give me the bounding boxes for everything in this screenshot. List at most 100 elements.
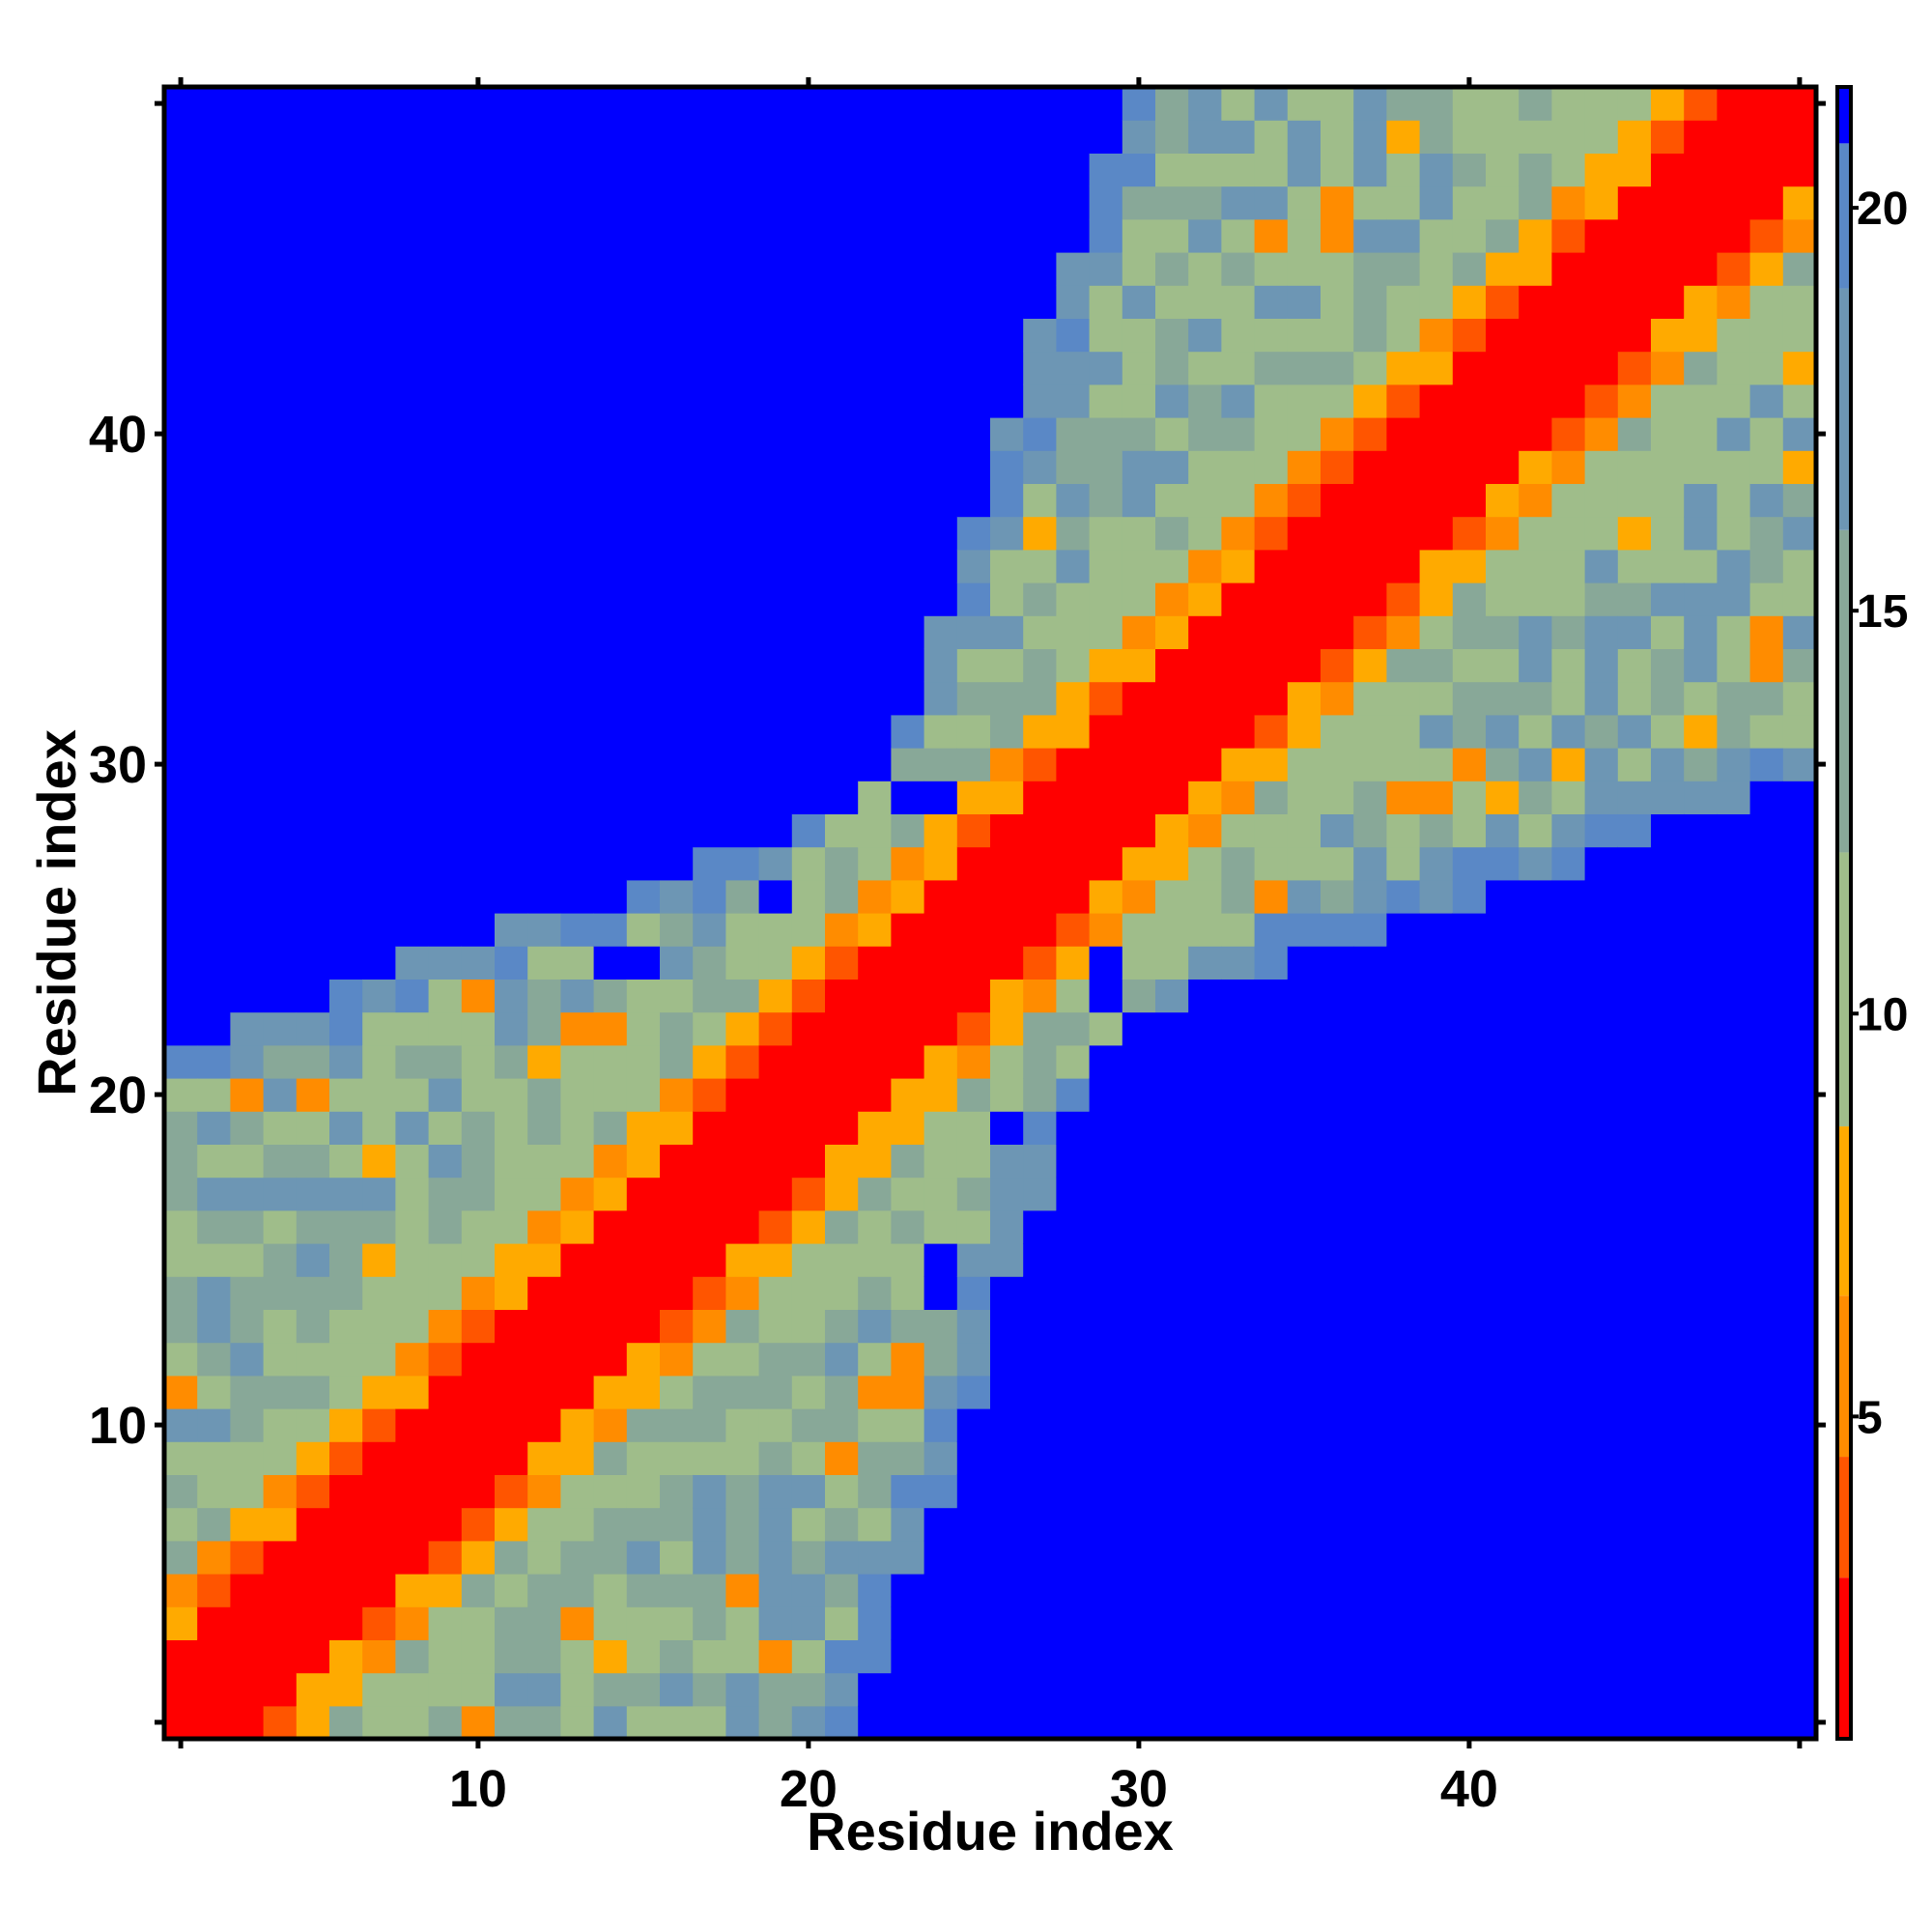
heatmap-cell — [1584, 1011, 1619, 1046]
heatmap-cell — [1782, 1276, 1817, 1310]
heatmap-cell — [560, 946, 595, 980]
heatmap-cell — [791, 1474, 826, 1509]
plot-frame — [161, 84, 1819, 1742]
heatmap-cell — [1287, 549, 1321, 583]
heatmap-cell — [1519, 846, 1552, 881]
heatmap-cell — [858, 1044, 892, 1079]
heatmap-cell — [197, 1507, 231, 1542]
heatmap-cell — [1023, 1408, 1057, 1442]
heatmap-cell — [1221, 1078, 1256, 1112]
heatmap-cell — [891, 748, 925, 781]
heatmap-cell — [1188, 351, 1222, 385]
heatmap-cell — [1188, 252, 1222, 286]
heatmap-cell — [1651, 1540, 1685, 1575]
heatmap-cell — [1584, 846, 1619, 881]
heatmap-cell — [1584, 153, 1619, 187]
heatmap-cell — [1155, 1243, 1189, 1277]
heatmap-cell — [1617, 1574, 1652, 1607]
heatmap-cell — [1221, 1639, 1256, 1674]
heatmap-cell — [758, 681, 793, 716]
heatmap-cell — [1651, 714, 1685, 749]
heatmap-cell — [164, 681, 198, 716]
heatmap-cell — [1551, 681, 1586, 716]
heatmap-cell — [1684, 285, 1718, 319]
heatmap-cell — [164, 351, 198, 385]
heatmap-cell — [891, 417, 925, 451]
heatmap-cell — [296, 979, 330, 1013]
heatmap-cell — [1089, 615, 1123, 649]
heatmap-cell — [164, 879, 198, 914]
heatmap-cell — [362, 384, 396, 418]
heatmap-cell — [1486, 218, 1520, 253]
heatmap-cell — [1651, 483, 1685, 518]
heatmap-cell — [858, 1078, 892, 1112]
heatmap-cell — [1188, 1309, 1222, 1344]
heatmap-cell — [660, 1606, 694, 1640]
heatmap-cell — [1551, 153, 1586, 187]
heatmap-cell — [956, 1672, 991, 1707]
heatmap-cell — [1122, 120, 1156, 154]
heatmap-cell — [1254, 813, 1289, 848]
heatmap-cell — [1321, 252, 1354, 286]
heatmap-cell — [791, 1177, 826, 1211]
heatmap-cell — [626, 1342, 661, 1377]
heatmap-cell — [1321, 748, 1354, 781]
heatmap-cell — [1651, 1111, 1685, 1145]
heatmap-cell — [593, 1144, 628, 1179]
heatmap-cell — [1684, 218, 1718, 253]
heatmap-cell — [990, 846, 1024, 881]
heatmap-cell — [1254, 384, 1289, 418]
heatmap-cell — [1684, 1209, 1718, 1244]
heatmap-cell — [329, 1243, 363, 1277]
heatmap-cell — [362, 483, 396, 518]
heatmap-cell — [1782, 450, 1817, 484]
heatmap-cell — [1419, 1044, 1454, 1079]
heatmap-cell — [395, 1276, 430, 1310]
heatmap-cell — [593, 1243, 628, 1277]
heatmap-cell — [956, 1507, 991, 1542]
heatmap-cell — [1782, 153, 1817, 187]
heatmap-cell — [693, 1078, 726, 1112]
heatmap-cell — [362, 1342, 396, 1377]
heatmap-cell — [230, 748, 265, 781]
heatmap-cell — [1717, 879, 1751, 914]
heatmap-cell — [1452, 549, 1487, 583]
heatmap-cell — [1419, 1705, 1454, 1740]
heatmap-cell — [725, 1177, 760, 1211]
heatmap-cell — [1419, 913, 1454, 947]
heatmap-cell — [956, 946, 991, 980]
heatmap-cell — [329, 252, 363, 286]
heatmap-cell — [395, 1342, 430, 1377]
heatmap-cell — [1155, 846, 1189, 881]
heatmap-cell — [1617, 1705, 1652, 1740]
heatmap-cell — [1254, 218, 1289, 253]
heatmap-cell — [1221, 351, 1256, 385]
y-axis-title: Residue index — [26, 729, 87, 1096]
heatmap-cell — [1519, 1375, 1552, 1409]
heatmap-cell — [956, 450, 991, 484]
heatmap-cell — [1651, 285, 1685, 319]
heatmap-cell — [1122, 615, 1156, 649]
heatmap-cell — [263, 648, 298, 683]
heatmap-cell — [1188, 648, 1222, 683]
heatmap-cell — [1684, 483, 1718, 518]
heatmap-cell — [428, 582, 463, 616]
heatmap-cell — [197, 185, 231, 220]
heatmap-cell — [593, 1574, 628, 1607]
heatmap-cell — [858, 417, 892, 451]
heatmap-cell — [891, 681, 925, 716]
heatmap-cell — [296, 1606, 330, 1640]
heatmap-cell — [461, 549, 496, 583]
heatmap-cell — [527, 1209, 561, 1244]
heatmap-cell — [825, 1639, 859, 1674]
heatmap-cell — [560, 1574, 595, 1607]
heatmap-cell — [923, 1639, 958, 1674]
heatmap-cell — [593, 218, 628, 253]
heatmap-cell — [1419, 1209, 1454, 1244]
heatmap-cell — [329, 1474, 363, 1509]
heatmap-cell — [329, 1078, 363, 1112]
heatmap-cell — [1386, 913, 1421, 947]
heatmap-cell — [527, 1309, 561, 1344]
heatmap-cell — [1089, 1078, 1123, 1112]
heatmap-cell — [1287, 781, 1321, 814]
